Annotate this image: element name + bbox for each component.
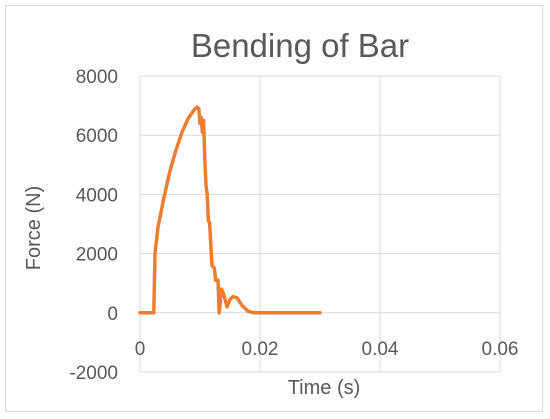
x-tick-label: 0.02 [242, 339, 279, 360]
y-tick-label: 0 [107, 304, 118, 325]
y-tick-label: 8000 [76, 67, 118, 88]
y-tick-label: 2000 [76, 245, 118, 266]
x-tick-label: 0.04 [362, 339, 399, 360]
chart-title: Bending of Bar [191, 27, 409, 64]
y-tick-label: 4000 [76, 185, 118, 206]
series-line [138, 105, 322, 315]
y-axis-label: Force (N) [23, 186, 45, 270]
x-axis-label: Time (s) [288, 377, 361, 399]
y-tick-label: 6000 [76, 126, 118, 147]
x-tick-label: 0.06 [482, 339, 519, 360]
y-tick-label: -2000 [69, 363, 118, 384]
x-tick-label: 0 [135, 339, 146, 360]
chart-frame [5, 5, 543, 412]
